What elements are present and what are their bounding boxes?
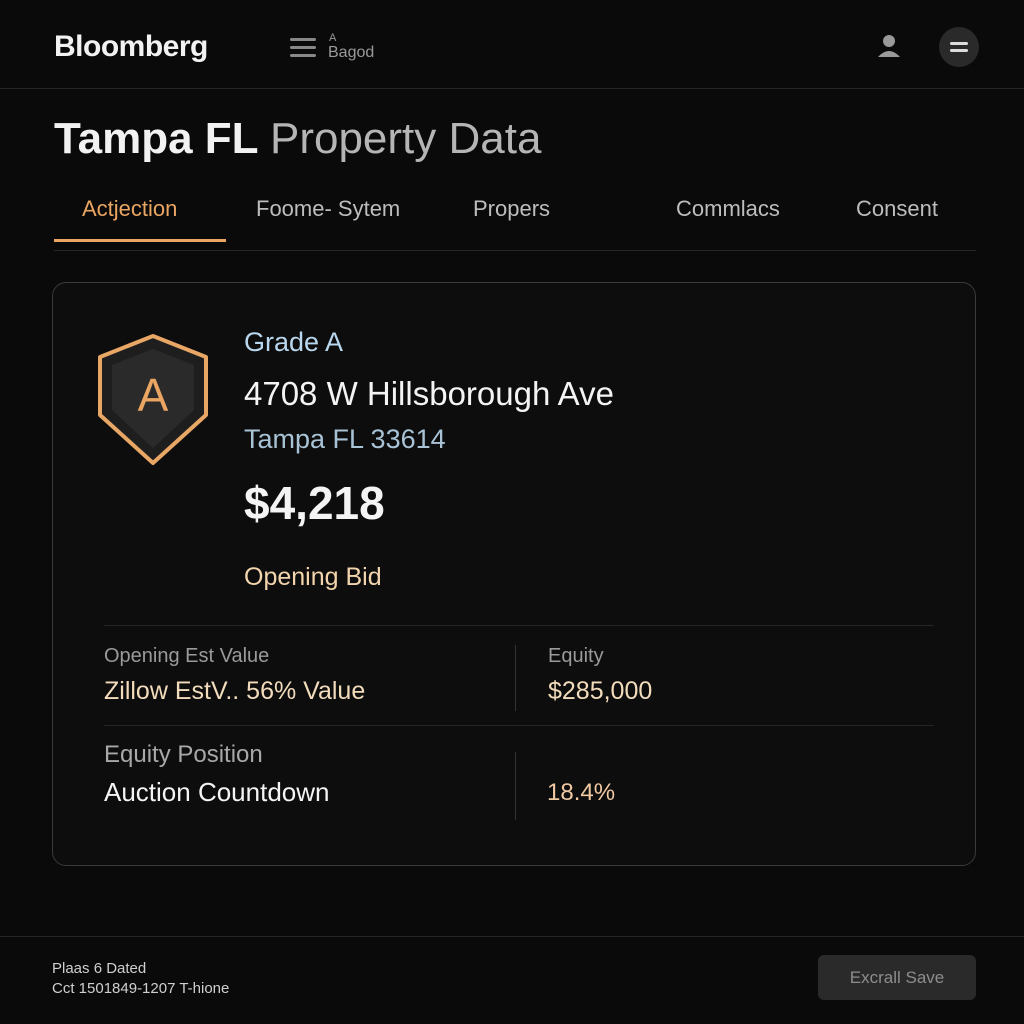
stat-value: Auction Countdown [104,777,330,807]
tab[interactable]: Actjection [82,196,178,221]
title-secondary: Property Data [269,114,542,163]
stat-value: Zillow EstV.. 56% Value [104,677,366,705]
stat-value: 18.4% [547,779,616,806]
stats-divider [104,725,934,726]
column-divider [515,645,516,711]
brand[interactable]: Bloomberg [54,30,208,63]
grade: Grade A [244,327,344,357]
menu-label[interactable]: Bagod [328,44,375,61]
grade-badge [98,334,208,465]
title-primary: Tampa FL [54,114,258,163]
footer-divider [0,936,1024,937]
user-icon[interactable] [876,33,902,59]
stat-label: Equity [548,645,604,667]
page-title: Tampa FL Property Data [54,114,541,164]
stat-value: $285,000 [548,677,653,705]
tab[interactable]: Foome- Sytem [256,196,401,221]
footer-line: Plaas 6 Dated [52,960,147,977]
price: $4,218 [244,477,385,529]
address: 4708 W Hillsborough Ave [244,375,614,412]
menu-label-top: A [329,32,337,44]
column-divider [515,752,516,820]
stat-label: Opening Est Value [104,645,270,667]
badge-letter: A [137,369,169,421]
stat-label: Equity Position [104,741,263,768]
menu-button[interactable] [938,26,980,68]
price-label: Opening Bid [244,563,382,591]
stats-divider [104,625,934,626]
tab[interactable]: Commlacs [676,196,780,221]
menu-icon[interactable] [290,36,318,60]
tab[interactable]: Consent [856,196,938,221]
tab-divider [54,250,976,251]
save-button[interactable]: Excrall Save [818,955,976,1000]
active-tab-underline [54,239,226,242]
footer-line: Cct 1501849-1207 T-hione [52,980,230,997]
city: Tampa FL 33614 [244,424,446,454]
tab[interactable]: Propers [473,196,551,221]
header-divider [0,88,1024,89]
